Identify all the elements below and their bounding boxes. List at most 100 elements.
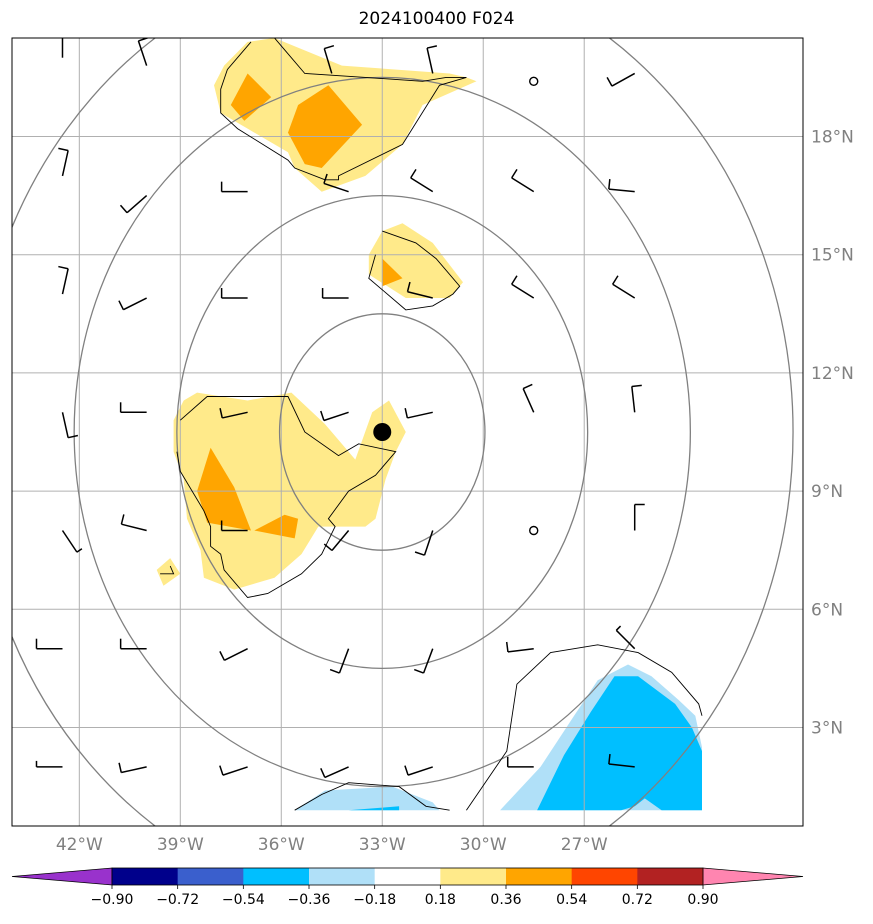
latitude-tick-label: 6°N <box>811 600 843 620</box>
wind-barb <box>323 530 350 552</box>
wind-barb-shaft <box>323 48 333 74</box>
colorbar-segment <box>177 868 244 885</box>
wind-barb <box>219 648 248 661</box>
wind-barb-shaft <box>222 766 248 776</box>
colorbar-tick-label: −0.72 <box>156 892 199 908</box>
wind-barb-shaft <box>522 388 535 413</box>
range-rings <box>12 38 794 826</box>
wind-barb-flag <box>118 300 125 311</box>
wind-barb-flag <box>219 408 223 419</box>
wind-barb-flag <box>511 169 518 179</box>
wind-barb <box>220 181 248 193</box>
wind-barb-calm <box>529 76 539 87</box>
range-ring <box>176 194 589 670</box>
wind-barb-flag <box>505 641 509 653</box>
wind-barb <box>61 38 64 58</box>
colorbar-segment <box>243 868 310 885</box>
wind-barb <box>320 410 349 422</box>
wind-barb-shaft <box>423 530 434 556</box>
wind-barb <box>608 754 635 768</box>
colorbar-tick-label: −0.90 <box>91 892 134 908</box>
wind-barb-flag <box>404 408 409 419</box>
wind-barb-flag <box>67 434 79 439</box>
wind-barb-shaft <box>123 297 147 311</box>
wind-barb-shaft <box>511 177 535 193</box>
wind-barb-flag <box>323 173 328 184</box>
longitude-tick-label: 39°W <box>157 835 204 855</box>
range-ring <box>12 38 794 826</box>
wind-barb <box>406 281 433 299</box>
wind-barb <box>119 402 147 414</box>
wind-barb <box>320 766 349 779</box>
filled-region <box>230 73 272 121</box>
wind-barb-flag <box>58 147 69 152</box>
wind-barb <box>220 288 248 299</box>
wind-barb-shaft <box>137 40 148 66</box>
wind-barb-flag <box>320 768 326 778</box>
longitude-tick-label: 27°W <box>561 835 608 855</box>
contour-line <box>220 38 467 181</box>
colorbar-segment <box>506 868 573 885</box>
wind-barb-flag <box>320 410 325 421</box>
longitude-labels: 42°W 39°W 36°W 33°W 30°W 27°W <box>56 835 608 855</box>
filled-region <box>382 258 403 287</box>
wind-barb-flag <box>76 548 83 553</box>
wind-barb-flag <box>631 384 642 388</box>
wind-barb-flag <box>426 45 438 49</box>
longitude-tick-label: 33°W <box>359 835 406 855</box>
wind-barb <box>522 383 535 413</box>
wind-barb-shaft <box>224 648 248 661</box>
wind-barb-calm <box>529 525 539 536</box>
wind-barb-flag <box>522 383 533 390</box>
wind-barb-shaft <box>611 72 636 87</box>
contour-line <box>160 565 175 575</box>
wind-barb-shaft <box>631 386 636 413</box>
wind-barb <box>219 408 248 419</box>
wind-barb <box>120 514 147 532</box>
wind-barb-flag <box>410 169 417 179</box>
wind-barb <box>410 169 434 193</box>
wind-barb-shaft <box>407 411 433 419</box>
wind-barb <box>631 384 642 413</box>
wind-barb <box>61 412 79 439</box>
latitude-tick-label: 3°N <box>811 719 843 739</box>
wind-barb <box>505 641 534 653</box>
colorbar-tick-label: −0.54 <box>222 892 265 908</box>
wind-barb-flag <box>608 754 611 765</box>
wind-barb-shaft <box>61 150 69 177</box>
chart-title: 2024100400 F024 <box>358 9 515 29</box>
colorbar-labels: −0.90 −0.72 −0.54 −0.36 −0.18 0.18 0.36 0.54 0.7… <box>91 885 719 908</box>
latitude-tick-label: 12°N <box>811 364 854 384</box>
wind-barbs <box>35 38 645 779</box>
wind-barb <box>323 173 349 193</box>
wind-barb-shaft <box>608 763 635 768</box>
plot-frame <box>11 37 804 827</box>
wind-barb <box>615 625 636 650</box>
colorbar-segment <box>440 868 507 885</box>
wind-barb-shaft <box>126 195 148 214</box>
wind-barb <box>413 648 434 674</box>
wind-barb <box>118 762 147 774</box>
filled-region <box>294 786 440 811</box>
colorbar-segment <box>374 868 441 885</box>
wind-barb-shaft <box>407 291 433 299</box>
wind-barb <box>58 147 69 177</box>
range-ring <box>278 313 486 551</box>
wind-barb-flag <box>406 281 411 292</box>
wind-barb-shaft <box>410 177 434 193</box>
wind-barb-shaft <box>338 648 350 674</box>
wind-barb-shaft <box>61 412 69 438</box>
wind-barb <box>606 72 636 87</box>
filled-region <box>348 806 400 811</box>
latitude-labels: 3°N 6°N 9°N 12°N 15°N 18°N <box>811 128 854 739</box>
wind-barb-flag <box>323 543 333 552</box>
wind-barb <box>58 265 69 295</box>
wind-barb <box>118 297 147 311</box>
wind-barb <box>220 520 248 532</box>
range-ring <box>73 76 692 788</box>
wind-barb <box>329 648 350 674</box>
colorbar-frame <box>111 867 704 886</box>
colorbar-tick-label: 0.90 <box>687 892 718 908</box>
wind-barb-shaft <box>407 766 433 776</box>
